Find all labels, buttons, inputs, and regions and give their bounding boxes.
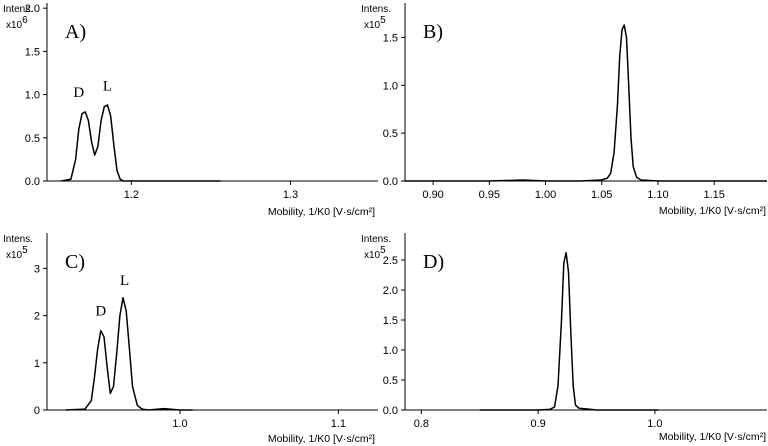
x-axis-label: Mobility, 1/K0 [V·s/cm²] bbox=[268, 206, 375, 218]
panel-a: 0.00.51.01.52.01.2 1.3Intens.x106Mobility… bbox=[3, 3, 378, 218]
x-tick-label: 1.10 bbox=[647, 189, 668, 201]
scale-factor: x105 bbox=[364, 245, 386, 261]
series-line bbox=[65, 296, 193, 411]
scale-base: x10 bbox=[364, 20, 381, 31]
peak-label: D bbox=[95, 304, 106, 320]
x-tick-label: 1.00 bbox=[535, 189, 556, 201]
y-tick-label: 1.0 bbox=[383, 345, 398, 357]
y-tick-label: 0.0 bbox=[25, 176, 40, 188]
y-tick-label: 0.0 bbox=[383, 176, 398, 188]
scale-base: x10 bbox=[364, 250, 381, 261]
series-line bbox=[479, 252, 659, 411]
panel-b: 0.0 0.5 1.0 1.5 0.90 0.95 1.00 1.05 1.10 1.15 Inte… bbox=[361, 3, 767, 217]
scale-exponent: 6 bbox=[22, 15, 28, 26]
x-tick-label: 0.95 bbox=[479, 189, 500, 201]
x-tick-label: 1.0 bbox=[647, 418, 662, 430]
y-tick-label: 1.5 bbox=[383, 315, 398, 327]
x-tick-label: 1.3 bbox=[283, 189, 298, 201]
x-tick-label: 0.8 bbox=[414, 418, 429, 430]
x-axis-label: Mobility, 1/K0 [V·s/cm²] bbox=[659, 431, 766, 443]
y-tick-label: 0 bbox=[34, 405, 40, 417]
x-tick-label: 1.15 bbox=[703, 189, 724, 201]
y-tick-label: 1 bbox=[34, 358, 40, 370]
scale-exponent: 5 bbox=[380, 15, 386, 26]
panel-label: B) bbox=[423, 21, 443, 43]
scale-factor: x105 bbox=[364, 15, 386, 31]
x-axis-label: Mobility, 1/K0 [V·s/cm²] bbox=[268, 433, 375, 445]
peak-label: L bbox=[103, 78, 112, 94]
intensity-label: Intens. bbox=[3, 4, 33, 15]
y-tick-label: 1.0 bbox=[383, 80, 398, 92]
panel-label: C) bbox=[65, 251, 85, 273]
y-tick-label: 0.5 bbox=[383, 375, 398, 387]
scale-base: x10 bbox=[6, 20, 23, 31]
x-tick-label: 1.05 bbox=[591, 189, 612, 201]
scale-factor: x106 bbox=[6, 15, 28, 31]
panel-d: 0.00.51.01.52.02.50.8 0.9 1.0Intens.x105Mo… bbox=[361, 233, 767, 443]
y-tick-label: 2 bbox=[34, 311, 40, 323]
scale-factor: x105 bbox=[6, 245, 28, 261]
y-tick-label: 1.0 bbox=[25, 90, 40, 102]
x-tick-label: 0.9 bbox=[530, 418, 545, 430]
x-tick-label: 1.2 bbox=[124, 189, 139, 201]
y-tick-label: 1.5 bbox=[25, 46, 40, 58]
y-tick-label: 2.0 bbox=[383, 285, 398, 297]
y-tick-label: 0.5 bbox=[383, 128, 398, 140]
peak-label: D bbox=[73, 85, 84, 101]
intensity-label: Intens. bbox=[361, 4, 391, 15]
intensity-label: Intens. bbox=[361, 234, 391, 245]
panel-label: A) bbox=[65, 21, 86, 43]
series-line bbox=[61, 104, 221, 182]
scale-exponent: 5 bbox=[380, 245, 386, 256]
panel-label: D) bbox=[423, 251, 444, 273]
y-tick-label: 2.5 bbox=[383, 255, 398, 267]
y-tick-label: 1.5 bbox=[383, 32, 398, 44]
peak-label: L bbox=[120, 273, 129, 289]
y-tick-label: 0.0 bbox=[383, 405, 398, 417]
x-axis-label: Mobility, 1/K0 [V·s/cm²] bbox=[659, 205, 766, 217]
scale-exponent: 5 bbox=[22, 245, 28, 256]
series-line bbox=[405, 24, 767, 182]
y-tick-label: 2.0 bbox=[25, 3, 40, 15]
x-tick-label: 1.1 bbox=[331, 418, 346, 430]
x-tick-label: 0.90 bbox=[422, 189, 443, 201]
intensity-label: Intens. bbox=[3, 234, 33, 245]
x-tick-label: 1.0 bbox=[172, 418, 187, 430]
y-tick-label: 3 bbox=[34, 263, 40, 275]
y-tick-label: 0.5 bbox=[25, 133, 40, 145]
scale-base: x10 bbox=[6, 250, 23, 261]
